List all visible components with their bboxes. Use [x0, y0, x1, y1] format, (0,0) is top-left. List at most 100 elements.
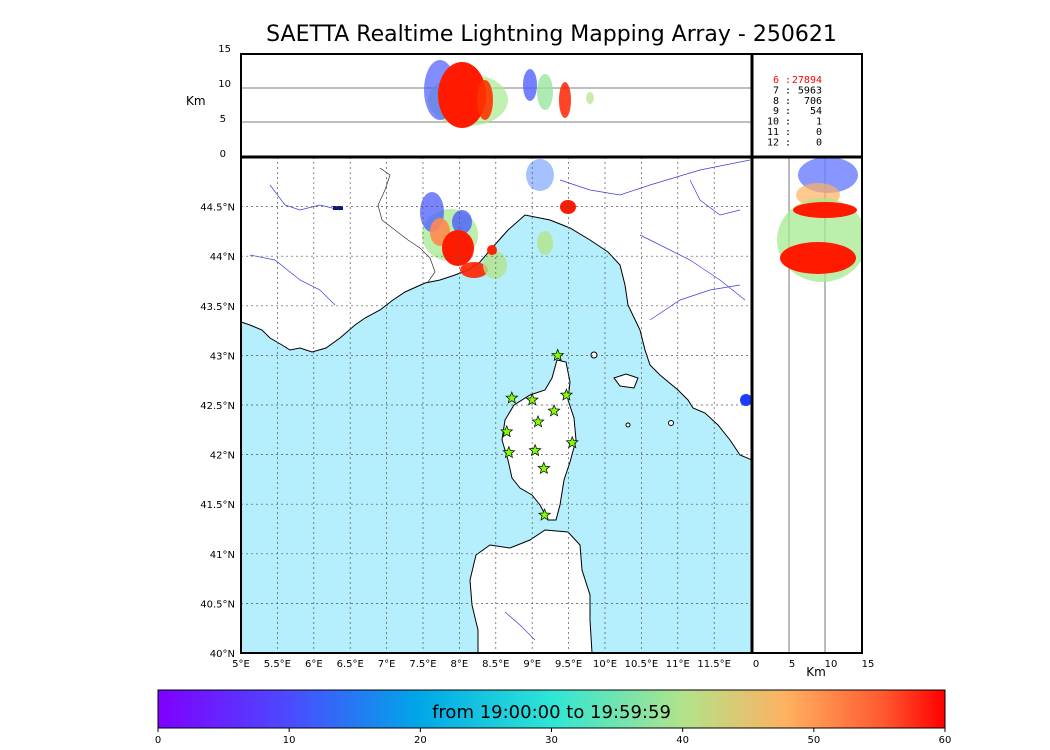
- station-count-value: 0: [816, 127, 822, 138]
- station-count-value: 27894: [792, 75, 822, 86]
- lat-label: 40°N: [210, 649, 235, 660]
- colorbar-tick-label: 0: [155, 735, 161, 746]
- station-count-label: 6: [773, 75, 779, 86]
- station-count-sep: :: [785, 127, 791, 138]
- map-panel: [241, 157, 752, 653]
- latitude-labels: 44.5°N 44°N 43.5°N 43°N 42.5°N 42°N 41.5°N 41°N…: [200, 203, 235, 660]
- station-star-icon: [551, 348, 565, 362]
- station-star-icon: [531, 414, 545, 428]
- side-cloud-red: [793, 202, 857, 218]
- figure-frame: [240, 53, 863, 654]
- altitude-cloud-red: [559, 82, 571, 118]
- lake: [333, 206, 343, 210]
- lat-label: 40.5°N: [200, 599, 235, 610]
- sardinia: [469, 529, 593, 653]
- lon-label: 8°E: [451, 659, 469, 670]
- top-ylabel: Km: [186, 94, 206, 108]
- islet: [625, 422, 631, 428]
- lon-label: 7°E: [378, 659, 396, 670]
- station-star-icon: [559, 388, 574, 401]
- station-count-label: 8: [773, 96, 779, 107]
- lat-label: 42.5°N: [200, 401, 235, 412]
- lma-stations: [500, 348, 579, 521]
- side-cloud-red: [780, 242, 856, 274]
- colorbar-tick-label: 50: [807, 735, 820, 746]
- station-marker-blue: [740, 394, 752, 406]
- station-count-value: 1: [816, 117, 822, 128]
- station-count-sep: :: [785, 85, 791, 96]
- station-count-value: 0: [816, 137, 822, 148]
- station-star-icon: [505, 391, 519, 404]
- lat-label: 41.5°N: [200, 500, 235, 511]
- lon-label: 9°E: [523, 659, 541, 670]
- side-xtick: 0: [753, 659, 759, 670]
- map-title: SAETTA Realtime Lightning Mapping Array …: [266, 22, 837, 47]
- lon-label: 5.5°E: [264, 659, 291, 670]
- lon-label: 10.5°E: [625, 659, 659, 670]
- station-count-sep: :: [785, 117, 791, 128]
- country-border: [377, 167, 436, 283]
- top-ytick: 15: [218, 44, 231, 55]
- elba-island: [613, 373, 639, 389]
- station-star-icon: [500, 424, 514, 438]
- lat-label: 44.5°N: [200, 203, 235, 214]
- islet: [590, 351, 598, 359]
- colorbar: [157, 689, 946, 729]
- station-star-icon: [565, 435, 579, 449]
- station-star-icon: [502, 445, 516, 459]
- lat-label: 43°N: [210, 351, 235, 362]
- lon-label: 6°E: [305, 659, 323, 670]
- altitude-panel: 15 10 5 0 Km 6:278947:59638:7069:5410:11…: [186, 44, 862, 160]
- islet: [668, 420, 674, 426]
- lat-label: 41°N: [210, 550, 235, 561]
- station-count-label: 9: [773, 106, 779, 117]
- station-count-label: 7: [773, 85, 779, 96]
- station-count-value: 5963: [798, 85, 822, 96]
- side-xtick: 10: [825, 659, 838, 670]
- station-star-icon: [537, 461, 551, 475]
- station-star-icon: [547, 404, 561, 417]
- graticule: [241, 157, 752, 653]
- colorbar-label: from 19:00:00 to 19:59:59: [432, 702, 671, 723]
- lon-label: 11.5°E: [697, 659, 731, 670]
- lon-label: 11°E: [666, 659, 690, 670]
- side-xlabel: Km: [806, 665, 826, 679]
- station-star-icon: [525, 393, 539, 406]
- rivers: [249, 159, 751, 641]
- lat-label: 44°N: [210, 252, 235, 263]
- side-panel: 0 5 10 15 Km: [752, 157, 874, 679]
- station-star-icon: [537, 508, 552, 521]
- station-count-sep: :: [785, 96, 791, 107]
- station-count-value: 706: [804, 96, 822, 107]
- lon-label: 7.5°E: [409, 659, 436, 670]
- corsica: [501, 359, 577, 521]
- side-xtick: 15: [862, 659, 875, 670]
- longitude-labels: 5°E 5.5°E 6°E 6.5°E 7°E 7.5°E 8°E 8.5°E 9°E 9.5°E…: [232, 659, 731, 670]
- top-ytick: 10: [218, 79, 231, 90]
- station-star-icon: [528, 443, 542, 457]
- lon-label: 8.5°E: [482, 659, 509, 670]
- colorbar-tick-label: 60: [939, 735, 952, 746]
- station-count-sep: :: [785, 75, 791, 86]
- altitude-cloud-red: [438, 62, 486, 128]
- top-ytick: 0: [220, 149, 226, 160]
- colorbar-tick-label: 30: [545, 735, 558, 746]
- lon-label: 10°E: [593, 659, 617, 670]
- lat-label: 42°N: [210, 451, 235, 462]
- altitude-cloud-red: [477, 80, 493, 120]
- station-count-label: 11: [767, 127, 779, 138]
- station-count-value: 54: [810, 106, 822, 117]
- top-ytick: 5: [220, 114, 226, 125]
- colorbar-tick-label: 20: [414, 735, 427, 746]
- altitude-cloud-green: [537, 74, 553, 110]
- lon-label: 6.5°E: [337, 659, 364, 670]
- altitude-cloud-blue: [523, 69, 537, 101]
- station-count-sep: :: [785, 137, 791, 148]
- side-xtick: 5: [789, 659, 795, 670]
- station-count-label: 12: [767, 137, 779, 148]
- colorbar-ticks: 0 10 20 30 40 50 60: [155, 728, 952, 746]
- lon-label: 5°E: [232, 659, 250, 670]
- colorbar-tick-label: 10: [283, 735, 296, 746]
- altitude-cloud-green: [586, 92, 594, 104]
